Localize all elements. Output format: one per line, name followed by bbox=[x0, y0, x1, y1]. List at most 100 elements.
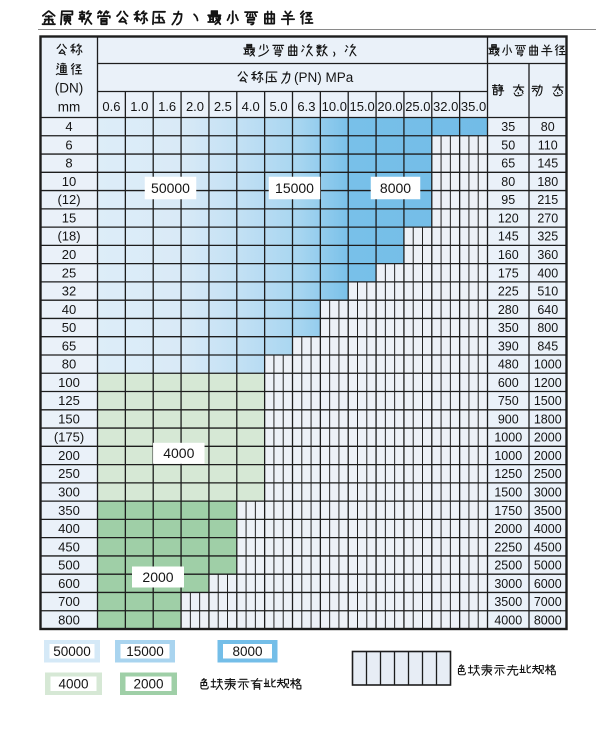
svg-text:(PN) MPa: (PN) MPa bbox=[294, 70, 354, 85]
svg-text:270: 270 bbox=[537, 211, 558, 225]
svg-text:4000: 4000 bbox=[163, 445, 194, 461]
svg-text:6000: 6000 bbox=[534, 577, 562, 591]
svg-text:510: 510 bbox=[537, 285, 558, 299]
svg-text:2500: 2500 bbox=[494, 559, 522, 573]
svg-text:2000: 2000 bbox=[133, 676, 163, 691]
svg-text:800: 800 bbox=[58, 612, 80, 627]
svg-text:25: 25 bbox=[62, 265, 76, 280]
svg-text:900: 900 bbox=[498, 412, 519, 426]
svg-text:360: 360 bbox=[537, 248, 558, 262]
svg-text:1800: 1800 bbox=[534, 412, 562, 426]
svg-text:8000: 8000 bbox=[534, 613, 562, 627]
svg-text:3000: 3000 bbox=[534, 485, 562, 499]
svg-text:2250: 2250 bbox=[494, 540, 522, 554]
svg-text:80: 80 bbox=[541, 120, 555, 134]
svg-text:4: 4 bbox=[65, 119, 72, 134]
svg-text:200: 200 bbox=[58, 448, 80, 463]
svg-text:450: 450 bbox=[58, 539, 80, 554]
svg-text:100: 100 bbox=[58, 375, 80, 390]
svg-text:65: 65 bbox=[501, 157, 515, 171]
svg-text:700: 700 bbox=[58, 594, 80, 609]
svg-text:80: 80 bbox=[501, 175, 515, 189]
svg-text:4.0: 4.0 bbox=[242, 99, 260, 114]
svg-text:50000: 50000 bbox=[151, 180, 190, 196]
svg-text:50: 50 bbox=[501, 138, 515, 152]
svg-text:1500: 1500 bbox=[534, 394, 562, 408]
svg-text:145: 145 bbox=[498, 230, 519, 244]
svg-text:400: 400 bbox=[58, 521, 80, 536]
svg-text:20: 20 bbox=[62, 247, 76, 262]
svg-text:175: 175 bbox=[498, 266, 519, 280]
svg-text:(DN): (DN) bbox=[55, 81, 84, 96]
svg-text:8: 8 bbox=[65, 156, 72, 171]
svg-text:8000: 8000 bbox=[232, 644, 262, 659]
svg-text:1.6: 1.6 bbox=[158, 99, 176, 114]
svg-text:3500: 3500 bbox=[494, 595, 522, 609]
svg-text:50: 50 bbox=[62, 320, 76, 335]
svg-text:145: 145 bbox=[537, 157, 558, 171]
svg-text:250: 250 bbox=[58, 466, 80, 481]
svg-text:600: 600 bbox=[58, 576, 80, 591]
svg-text:215: 215 bbox=[537, 193, 558, 207]
svg-text:125: 125 bbox=[58, 393, 80, 408]
svg-text:1200: 1200 bbox=[534, 376, 562, 390]
svg-text:300: 300 bbox=[58, 484, 80, 499]
svg-text:5.0: 5.0 bbox=[270, 99, 288, 114]
svg-text:35: 35 bbox=[501, 120, 515, 134]
svg-text:0.6: 0.6 bbox=[102, 99, 120, 114]
svg-text:600: 600 bbox=[498, 376, 519, 390]
svg-text:8000: 8000 bbox=[380, 180, 411, 196]
svg-text:10.0: 10.0 bbox=[322, 99, 347, 114]
svg-text:(18): (18) bbox=[57, 229, 80, 244]
svg-text:845: 845 bbox=[537, 339, 558, 353]
svg-text:10: 10 bbox=[62, 174, 76, 189]
svg-text:2000: 2000 bbox=[534, 431, 562, 445]
svg-text:15: 15 bbox=[62, 210, 76, 225]
svg-text:5000: 5000 bbox=[534, 559, 562, 573]
svg-text:25.0: 25.0 bbox=[405, 99, 430, 114]
svg-text:390: 390 bbox=[498, 339, 519, 353]
svg-text:480: 480 bbox=[498, 358, 519, 372]
svg-text:40: 40 bbox=[62, 302, 76, 317]
svg-text:2500: 2500 bbox=[534, 467, 562, 481]
svg-text:350: 350 bbox=[498, 321, 519, 335]
svg-text:325: 325 bbox=[537, 230, 558, 244]
svg-text:95: 95 bbox=[501, 193, 515, 207]
svg-text:180: 180 bbox=[537, 175, 558, 189]
svg-text:20.0: 20.0 bbox=[377, 99, 402, 114]
svg-text:280: 280 bbox=[498, 303, 519, 317]
svg-text:1000: 1000 bbox=[494, 431, 522, 445]
svg-text:800: 800 bbox=[537, 321, 558, 335]
svg-text:3500: 3500 bbox=[534, 504, 562, 518]
svg-text:(175): (175) bbox=[54, 430, 84, 445]
svg-text:6.3: 6.3 bbox=[297, 99, 315, 114]
svg-text:50000: 50000 bbox=[53, 644, 91, 659]
svg-text:2.0: 2.0 bbox=[186, 99, 204, 114]
svg-text:225: 225 bbox=[498, 285, 519, 299]
svg-text:350: 350 bbox=[58, 503, 80, 518]
svg-text:6: 6 bbox=[65, 137, 72, 152]
svg-text:120: 120 bbox=[498, 211, 519, 225]
svg-text:2.5: 2.5 bbox=[214, 99, 232, 114]
svg-text:1000: 1000 bbox=[534, 358, 562, 372]
svg-text:15000: 15000 bbox=[126, 644, 164, 659]
svg-text:35.0: 35.0 bbox=[461, 99, 486, 114]
svg-text:2000: 2000 bbox=[142, 569, 173, 585]
svg-text:640: 640 bbox=[537, 303, 558, 317]
svg-text:80: 80 bbox=[62, 357, 76, 372]
svg-text:1.0: 1.0 bbox=[130, 99, 148, 114]
svg-text:1250: 1250 bbox=[494, 467, 522, 481]
svg-text:4000: 4000 bbox=[58, 676, 88, 691]
svg-text:2000: 2000 bbox=[534, 449, 562, 463]
svg-text:32: 32 bbox=[62, 284, 76, 299]
svg-text:32.0: 32.0 bbox=[433, 99, 458, 114]
svg-text:65: 65 bbox=[62, 338, 76, 353]
svg-text:1750: 1750 bbox=[494, 504, 522, 518]
svg-text:4000: 4000 bbox=[534, 522, 562, 536]
svg-text:4000: 4000 bbox=[494, 613, 522, 627]
svg-text:150: 150 bbox=[58, 411, 80, 426]
svg-text:15000: 15000 bbox=[275, 180, 314, 196]
svg-text:160: 160 bbox=[498, 248, 519, 262]
svg-text:15.0: 15.0 bbox=[349, 99, 374, 114]
svg-text:(12): (12) bbox=[57, 192, 80, 207]
